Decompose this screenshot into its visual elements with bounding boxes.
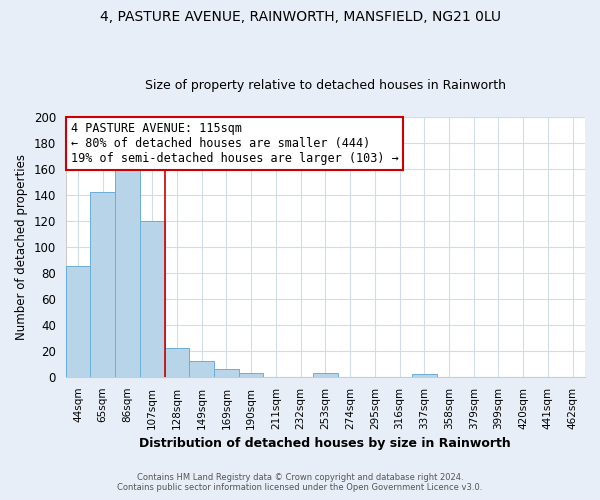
- Bar: [115, 165, 140, 377]
- Y-axis label: Number of detached properties: Number of detached properties: [15, 154, 28, 340]
- Bar: [239, 373, 263, 377]
- Text: 4, PASTURE AVENUE, RAINWORTH, MANSFIELD, NG21 0LU: 4, PASTURE AVENUE, RAINWORTH, MANSFIELD,…: [100, 10, 500, 24]
- Bar: [190, 361, 214, 377]
- X-axis label: Distribution of detached houses by size in Rainworth: Distribution of detached houses by size …: [139, 437, 511, 450]
- Bar: [91, 192, 115, 377]
- Title: Size of property relative to detached houses in Rainworth: Size of property relative to detached ho…: [145, 79, 506, 92]
- Bar: [412, 374, 437, 377]
- Bar: [140, 221, 164, 377]
- Bar: [65, 266, 91, 377]
- Text: 4 PASTURE AVENUE: 115sqm
← 80% of detached houses are smaller (444)
19% of semi-: 4 PASTURE AVENUE: 115sqm ← 80% of detach…: [71, 122, 398, 165]
- Bar: [313, 373, 338, 377]
- Text: Contains HM Land Registry data © Crown copyright and database right 2024.
Contai: Contains HM Land Registry data © Crown c…: [118, 473, 482, 492]
- Bar: [214, 369, 239, 377]
- Bar: [164, 348, 190, 377]
